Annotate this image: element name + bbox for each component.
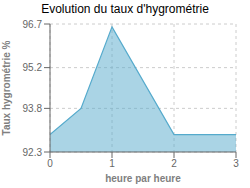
svg-text:1: 1 [109,158,115,169]
svg-text:heure par heure: heure par heure [105,173,181,184]
svg-text:96.7: 96.7 [23,19,43,30]
svg-text:2: 2 [171,158,177,169]
svg-text:3: 3 [233,158,239,169]
svg-text:93.8: 93.8 [23,103,43,114]
html-text:Evolution du taux d'hygrométri: Evolution du taux d'hygrométrie [41,2,209,16]
svg-text:92.3: 92.3 [23,147,43,158]
svg-text:0: 0 [47,158,53,169]
svg-text:95.2: 95.2 [23,62,43,73]
svg-text:Taux hygrométrie %: Taux hygrométrie % [1,40,12,135]
